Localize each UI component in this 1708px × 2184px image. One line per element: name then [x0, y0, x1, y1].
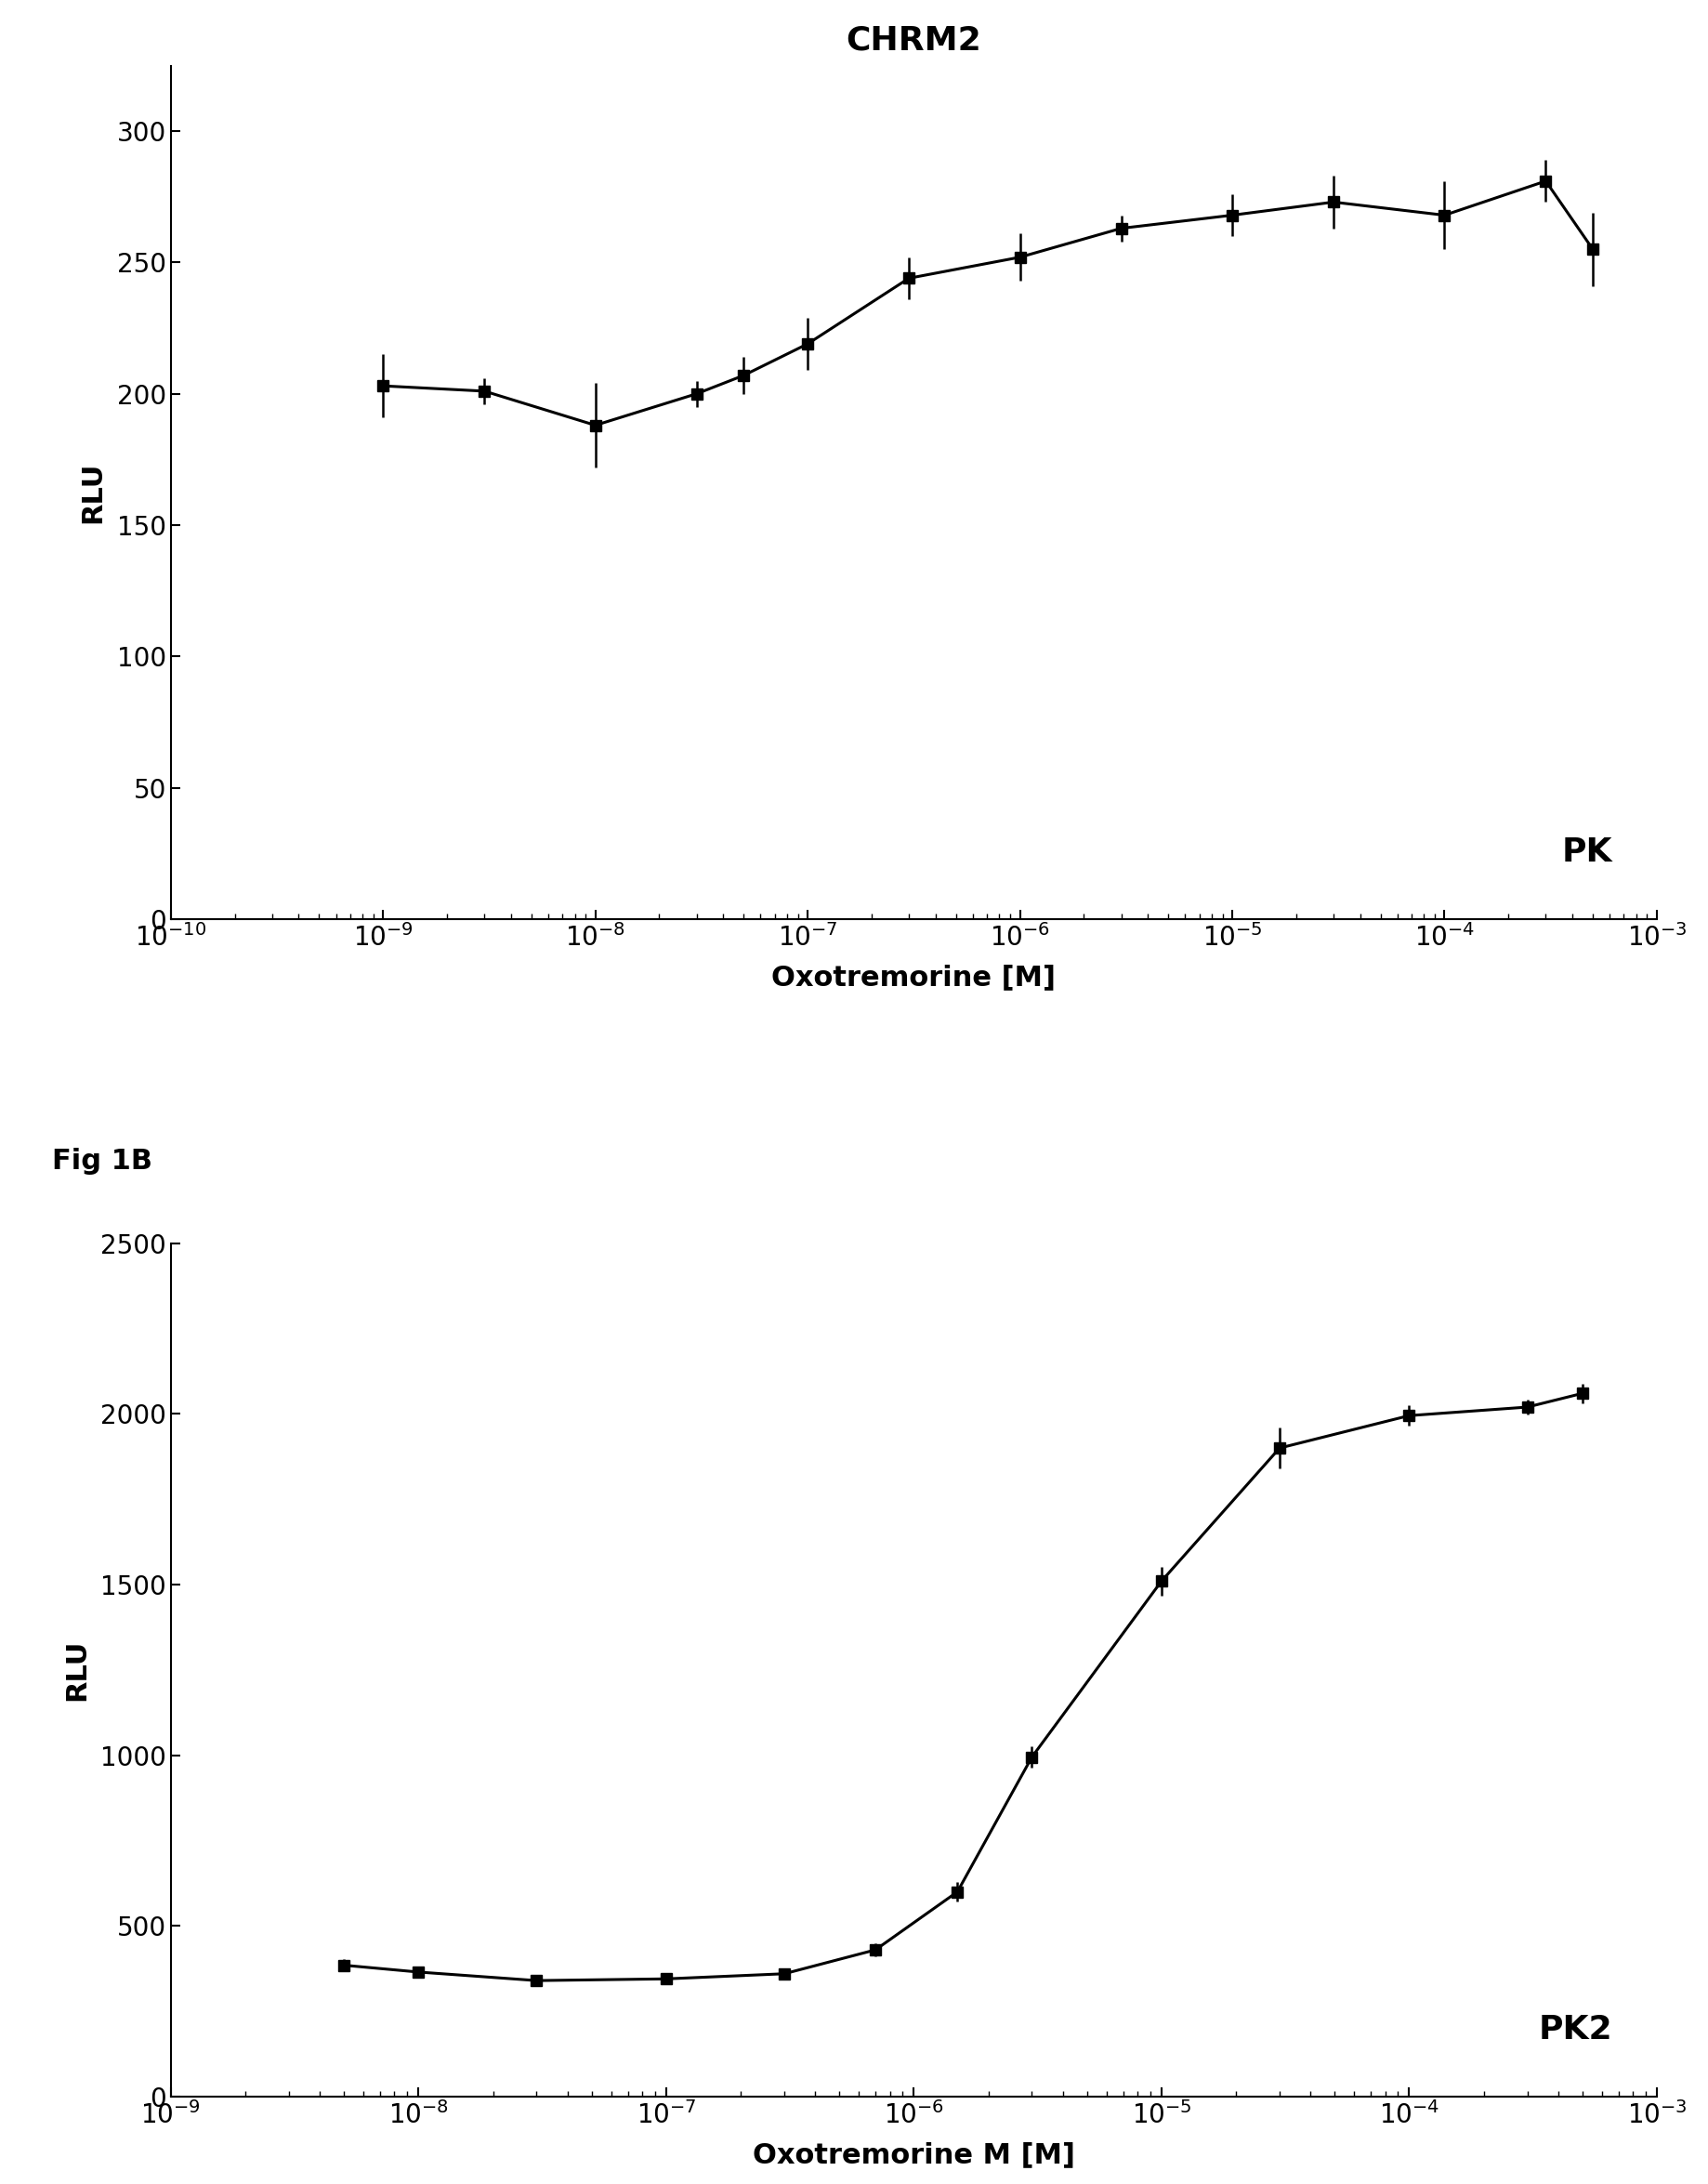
Title: CHRM2: CHRM2 — [845, 24, 982, 57]
Text: PK2: PK2 — [1539, 2014, 1612, 2046]
Y-axis label: RLU: RLU — [80, 461, 106, 524]
X-axis label: Oxotremorine M [M]: Oxotremorine M [M] — [753, 2143, 1074, 2169]
X-axis label: Oxotremorine [M]: Oxotremorine [M] — [772, 963, 1056, 992]
Text: Fig 1B: Fig 1B — [51, 1149, 152, 1175]
Text: PK: PK — [1561, 836, 1612, 867]
Y-axis label: RLU: RLU — [63, 1638, 91, 1701]
